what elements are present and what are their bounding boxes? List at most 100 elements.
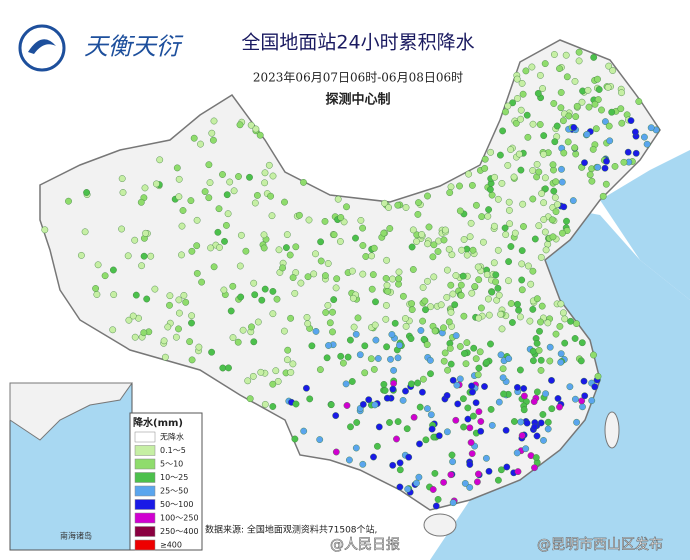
station-dot [385,204,392,211]
station-dot [520,223,527,230]
station-dot [456,375,464,383]
station-dot [219,364,227,372]
station-dot [605,122,613,130]
station-dot [250,338,258,346]
station-dot [353,419,361,426]
station-dot [448,451,456,459]
station-dot [242,247,250,255]
station-dot [330,296,338,303]
station-dot [306,395,314,403]
station-dot [531,464,538,472]
station-dot [485,206,492,214]
station-dot [384,287,392,295]
station-dot [540,199,547,207]
station-dot [430,273,438,281]
station-dot [83,189,91,196]
station-dot [152,180,160,188]
station-dot [518,432,526,439]
station-dot [559,229,566,237]
station-dot [594,163,602,171]
station-dot [175,309,183,317]
station-dot [502,231,510,239]
station-dot [472,399,480,407]
station-dot [404,485,412,493]
station-dot [329,308,336,316]
station-dot [334,195,342,203]
station-dot [573,418,580,426]
station-dot [632,128,639,136]
station-dot [565,112,573,120]
station-dot [325,342,332,349]
station-dot [449,458,456,466]
station-dot [208,348,216,356]
station-dot [529,347,537,355]
station-dot [365,396,373,404]
station-dot [602,180,610,188]
station-dot [445,245,453,253]
station-dot [586,171,594,179]
station-dot [316,436,324,443]
station-dot [573,102,581,110]
station-dot [289,360,297,368]
logo-mark [28,39,56,54]
station-dot [137,198,145,206]
station-dot [101,272,109,280]
station-dot [280,327,288,335]
station-dot [484,295,492,303]
station-dot [254,318,262,326]
station-dot [394,201,402,209]
station-dot [447,471,455,479]
station-dot [481,164,489,172]
station-dot [467,439,475,446]
station-dot [125,316,133,324]
legend-swatch [134,485,156,497]
station-dot [585,103,593,111]
station-dot [452,272,460,279]
station-dot [342,380,350,388]
station-dot [336,238,344,245]
station-dot [175,296,183,304]
station-dot [486,186,494,193]
station-dot [548,216,556,224]
station-dot [494,195,502,203]
station-dot [515,306,522,314]
station-dot [186,338,194,345]
station-dot [416,403,424,411]
station-dot [537,318,544,326]
station-dot [396,459,404,467]
station-dot [518,286,526,294]
station-dot [483,271,491,278]
station-dot [317,257,325,265]
station-dot [354,314,362,322]
station-dot [321,217,329,225]
station-dot [187,197,195,205]
station-dot [529,195,537,203]
station-dot [470,344,478,352]
station-dot [490,222,498,230]
station-dot [469,388,476,396]
station-dot [286,251,294,259]
station-dot [536,327,543,335]
watermark: @人民日报 [330,537,400,553]
station-dot [368,252,375,260]
station-dot [496,151,504,159]
station-dot [447,281,455,289]
station-dot [594,96,602,104]
station-dot [415,199,422,207]
station-dot [257,368,265,376]
station-dot [118,175,126,183]
station-dot [575,48,583,56]
station-dot [332,284,340,292]
station-dot [419,317,426,325]
station-dot [466,483,474,491]
station-dot [188,312,196,320]
station-dot [418,388,426,396]
station-dot [540,150,547,158]
station-dot [507,146,514,154]
station-dot [190,134,198,142]
station-dot [504,102,512,110]
station-dot [584,86,592,94]
station-dot [237,231,245,239]
station-dot [494,246,502,254]
station-dot [430,241,438,249]
